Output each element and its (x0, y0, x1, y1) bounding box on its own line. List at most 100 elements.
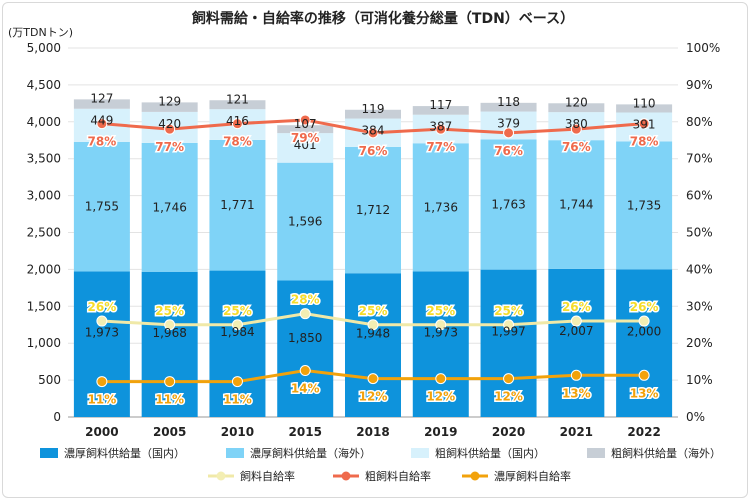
x-tick-label: 2015 (289, 425, 322, 439)
data-labels: 1,973 1,755 449 127 1,968 1,746 420 129 1,984 1,7… (85, 91, 662, 408)
rate-marker (299, 308, 311, 320)
rate-marker (299, 114, 311, 126)
bar-value-label: 1,736 (424, 200, 458, 214)
rate-marker (503, 373, 515, 385)
bar-value-label: 391 (633, 118, 656, 132)
y-right-tick-label: 100% (686, 41, 720, 55)
bar-segment (548, 268, 605, 417)
legend-swatch (411, 448, 429, 458)
legend-marker (341, 471, 351, 481)
rate-marker (435, 319, 447, 331)
chart-title: 飼料需給・自給率の推移（可消化養分総量（TDN）ベース） (191, 10, 574, 27)
bar-value-label: 1,735 (627, 198, 661, 212)
axis-ticks: 0 500 1,000 1,500 2,000 2,500 3,000 3,500 4,000 4… (27, 41, 721, 439)
legend-label: 飼料自給率 (240, 469, 295, 483)
bar-value-label: 420 (158, 117, 181, 131)
left-axis-unit: (万TDNトン) (8, 26, 73, 39)
y-right-tick-label: 60% (686, 189, 713, 203)
rate-marker (435, 373, 447, 385)
rate-value-label: 77% (155, 140, 184, 154)
rate-value-label: 25% (155, 304, 184, 318)
bar-segment (412, 271, 469, 417)
legend: 濃厚飼料供給量（国内） 濃厚飼料供給量（海外） 粗飼料供給量（国内） 粗飼料供給量（海… (40, 446, 721, 483)
x-tick-label: 2005 (153, 425, 186, 439)
bar-value-label: 1,755 (85, 200, 119, 214)
rate-marker (435, 123, 447, 135)
y-right-tick-label: 10% (686, 373, 713, 387)
bar-value-label: 379 (497, 117, 520, 131)
rate-value-label: 28% (291, 293, 320, 307)
y-right-tick-label: 20% (686, 336, 713, 350)
rate-value-label: 14% (291, 382, 320, 396)
rate-value-label: 79% (291, 131, 320, 145)
bar-value-label: 107 (294, 117, 317, 131)
legend-swatch (40, 448, 58, 458)
bar-value-label: 1,744 (559, 198, 593, 212)
bar-segment (209, 139, 266, 271)
bar-value-label: 127 (90, 91, 113, 105)
bar-value-label: 129 (158, 94, 181, 108)
y-right-tick-label: 80% (686, 115, 713, 129)
rate-marker (231, 319, 243, 331)
bar-value-label: 1,850 (288, 331, 322, 345)
bar-value-label: 1,997 (491, 325, 525, 339)
x-tick-label: 2000 (85, 425, 118, 439)
rate-value-label: 78% (88, 135, 117, 149)
legend-label: 粗飼料自給率 (365, 469, 431, 483)
bar-segment (277, 162, 334, 281)
rate-value-label: 12% (494, 390, 523, 404)
rate-marker (570, 369, 582, 381)
bar-value-label: 1,973 (424, 326, 458, 340)
rate-value-label: 12% (359, 390, 388, 404)
y-right-tick-label: 50% (686, 226, 713, 240)
y-left-tick-label: 4,000 (27, 115, 61, 129)
bar-value-label: 121 (226, 92, 249, 106)
rate-marker (570, 315, 582, 327)
bar-value-label: 1,968 (152, 326, 186, 340)
rate-marker (638, 369, 650, 381)
rate-value-label: 13% (562, 386, 591, 400)
rate-marker (164, 376, 176, 388)
bar-segment (73, 271, 130, 417)
bar-segment (480, 139, 537, 270)
y-right-tick-label: 40% (686, 262, 713, 276)
bar-segment (209, 270, 266, 417)
y-left-tick-label: 2,500 (27, 226, 61, 240)
rate-marker (367, 127, 379, 139)
bar-value-label: 117 (429, 98, 452, 112)
bar-value-label: 1,948 (356, 327, 390, 341)
y-left-tick-label: 3,000 (27, 189, 61, 203)
rate-marker (503, 127, 515, 139)
bar-value-label: 1,973 (85, 326, 119, 340)
legend-marker (470, 471, 480, 481)
legend-marker (216, 471, 226, 481)
rate-value-label: 25% (494, 304, 523, 318)
legend-swatch (587, 448, 605, 458)
rate-marker (570, 123, 582, 135)
bar-segment (412, 143, 469, 272)
rate-marker (96, 118, 108, 130)
rate-value-label: 78% (223, 135, 252, 149)
y-left-tick-label: 500 (38, 373, 61, 387)
bar-value-label: 1,771 (220, 198, 254, 212)
bar-segment (548, 140, 605, 269)
rate-marker (231, 118, 243, 130)
bar-value-label: 1,712 (356, 203, 390, 217)
bar-segment (616, 141, 673, 270)
rate-value-label: 25% (426, 304, 455, 318)
y-right-tick-label: 70% (686, 152, 713, 166)
bar-value-label: 1,746 (152, 200, 186, 214)
rate-value-label: 25% (359, 304, 388, 318)
rate-value-label: 26% (88, 300, 117, 314)
rate-marker (96, 315, 108, 327)
bar-segment (616, 269, 673, 417)
bar-segment (480, 269, 537, 417)
bar-segment (345, 273, 401, 417)
bar-segment (277, 133, 334, 163)
y-left-tick-label: 3,500 (27, 152, 61, 166)
rate-marker (638, 118, 650, 130)
x-tick-label: 2010 (221, 425, 254, 439)
y-left-tick-label: 2,000 (27, 262, 61, 276)
legend-label: 粗飼料供給量（国内） (435, 446, 545, 460)
